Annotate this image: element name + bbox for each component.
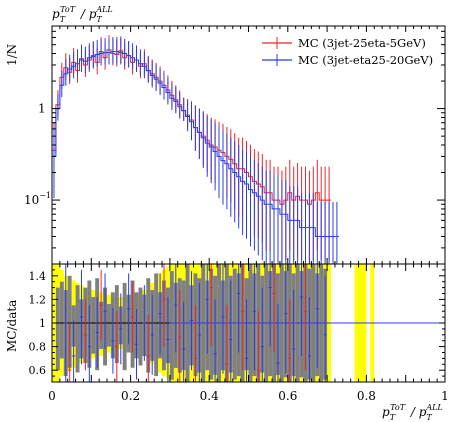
xlabel-sub-T: T: [390, 413, 396, 422]
title-sub-T: T: [60, 15, 66, 24]
y-tick-label: 10−1: [24, 191, 51, 207]
ratio-x-ticks: 0 0.2 0.4 0.6 0.8 1: [48, 264, 449, 403]
band-segment: [169, 271, 174, 380]
y-tick-label-exp: −1: [39, 191, 51, 200]
band-segment: [67, 275, 72, 368]
band-segment: [232, 268, 237, 380]
y-tick-label: 1: [38, 102, 46, 116]
x-axis-label: pTToT / pTALL: [382, 403, 443, 422]
band-segment: [59, 281, 64, 359]
x-tick-label: 0: [48, 389, 56, 403]
ratio-panel: 0.6 0.8 1 1.2 1.4 0 0.2 0.4 0.6 0.8 1: [29, 263, 449, 403]
ratio-y-tick-label: 1.4: [29, 270, 47, 283]
x-tick-label: 0.6: [278, 389, 297, 403]
legend: MC (3jet-25eta-5GeV) MC (3jet-eta25-20Ge…: [262, 36, 433, 67]
ratio-series-blue: [64, 264, 327, 382]
legend-label-red: MC (3jet-25eta-5GeV): [298, 36, 426, 50]
ratio-y-tick-label: 0.6: [29, 364, 47, 377]
ratio-series-red: [68, 264, 308, 382]
band-segment: [138, 287, 143, 366]
main-panel: 1 10−1: [24, 25, 446, 265]
main-y-ticks: 1 10−1: [24, 25, 445, 265]
main-title: pTToT / pTALL: [52, 5, 113, 24]
histogram-line: [52, 51, 339, 237]
ratio-data-layer: [52, 264, 445, 382]
band-segment: [107, 304, 111, 347]
series-blue: [52, 37, 339, 264]
title-sub-T2: T: [96, 15, 102, 24]
main-plot-area: [52, 26, 445, 264]
xlabel-sup-tot: ToT: [390, 403, 406, 412]
xlabel-p: p: [382, 405, 390, 419]
band-segment: [91, 297, 96, 354]
ratio-y-tick-label: 1: [39, 317, 46, 330]
xlabel-sub-T2: T: [426, 413, 432, 422]
x-tick-label: 0.2: [121, 389, 140, 403]
band-segment: [75, 285, 80, 373]
legend-label-blue: MC (3jet-eta25-20GeV): [298, 53, 433, 67]
band-segment: [154, 273, 159, 377]
x-tick-label: 1: [441, 389, 449, 403]
y-tick-label-base: 10: [24, 193, 39, 207]
ratio-y-ticks: 0.6 0.8 1 1.2 1.4: [29, 263, 445, 383]
ratio-y-tick-label: 0.8: [29, 341, 47, 354]
xlabel-sup-all: ALL: [425, 403, 442, 412]
ratio-y-label: MC/data: [5, 300, 19, 352]
band-segment: [122, 282, 127, 371]
title-sup-tot: ToT: [60, 5, 76, 14]
x-tick-label: 0.8: [357, 389, 376, 403]
title-p-tot: p: [52, 7, 60, 21]
x-tick-label: 0.4: [200, 389, 219, 403]
main-data-layer: [52, 35, 339, 264]
band-segment: [55, 287, 60, 371]
title-slash: / p: [77, 7, 97, 21]
main-y-label: 1/N: [5, 44, 19, 66]
ratio-y-tick-label: 1.2: [29, 293, 47, 306]
title-sup-all: ALL: [95, 5, 112, 14]
xlabel-slash: / p: [407, 405, 427, 419]
